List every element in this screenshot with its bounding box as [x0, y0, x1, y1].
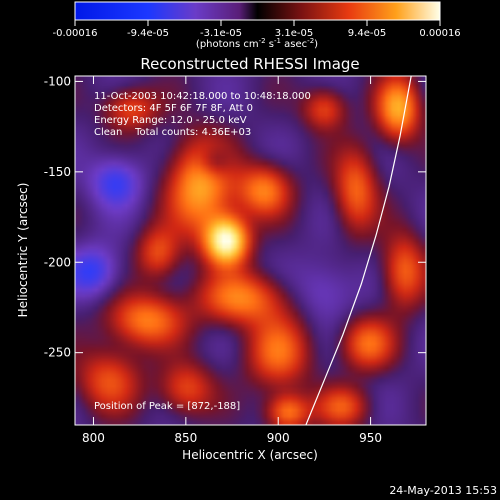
colorbar-tick-label: 9.4e-05 — [348, 28, 386, 39]
y-axis-label: Heliocentric Y (arcsec) — [16, 183, 30, 318]
plot-area: 800 850 900 950 -100 -150 -200 -250 — [44, 74, 427, 445]
colorbar-tick-label: 0.00016 — [419, 28, 460, 39]
chart-title: Reconstructed RHESSI Image — [140, 55, 359, 73]
x-tick-label: 900 — [267, 431, 290, 445]
colorbar-tick-label: -9.4e-05 — [127, 28, 169, 39]
x-tick-label: 800 — [82, 431, 105, 445]
colorbar-ticks: -0.00016 -9.4e-05 -3.1e-05 3.1e-05 9.4e-05 0.… — [53, 20, 461, 39]
plot-frame — [74, 75, 427, 426]
x-tick-label: 850 — [174, 431, 197, 445]
y-axis-ticks: -100 -150 -200 -250 — [44, 74, 426, 360]
colorbar: -0.00016 -9.4e-05 -3.1e-05 3.1e-05 9.4e-05 0.… — [53, 1, 461, 50]
colorbar-unit-label: (photons cm-2 s-1 asec-2) — [196, 37, 318, 50]
y-tick-label: -150 — [44, 165, 71, 179]
y-tick-label: -100 — [44, 74, 71, 88]
peak-annotation: Position of Peak = [872,-188] — [94, 401, 240, 412]
annotation-time: 11-Oct-2003 10:42:18.000 to 10:48:18.000 — [94, 91, 311, 102]
info-annotations: 11-Oct-2003 10:42:18.000 to 10:48:18.000… — [94, 91, 311, 412]
y-tick-label: -250 — [44, 346, 71, 360]
annotation-detectors: Detectors: 4F 5F 6F 7F 8F, Att 0 — [94, 103, 253, 114]
colorbar-gradient — [74, 1, 441, 21]
x-axis-ticks: 800 850 900 950 — [82, 76, 382, 445]
x-axis-label: Heliocentric X (arcsec) — [182, 448, 318, 462]
footer-date: 24-May-2013 15:53 — [389, 484, 497, 497]
colorbar-tick-label: -0.00016 — [53, 28, 98, 39]
y-tick-label: -200 — [44, 255, 71, 269]
x-tick-label: 950 — [359, 431, 382, 445]
colorbar-tick-label: -3.1e-05 — [200, 28, 242, 39]
solar-limb-line — [305, 76, 412, 425]
heatmap-image — [75, 76, 426, 425]
annotation-clean: Clean Total counts: 4.36E+03 — [94, 127, 251, 138]
annotation-energy: Energy Range: 12.0 - 25.0 keV — [94, 115, 247, 126]
colorbar-tick-label: 3.1e-05 — [275, 28, 313, 39]
